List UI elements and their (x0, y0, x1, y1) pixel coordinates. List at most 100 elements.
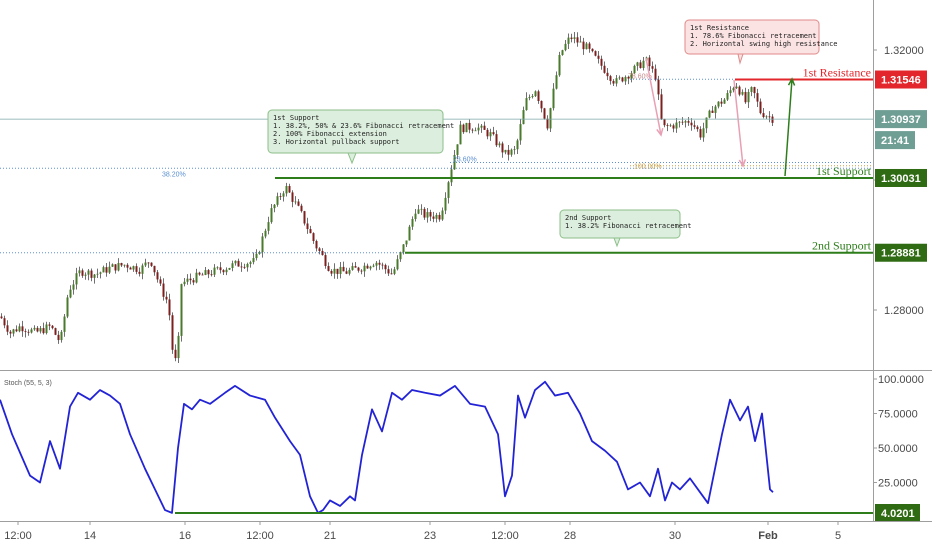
candle (411, 216, 414, 230)
candle-body (639, 62, 642, 69)
candle-body (654, 68, 657, 80)
candle-body (453, 154, 456, 170)
candle-body (312, 233, 315, 242)
candle-body (207, 270, 210, 275)
candle-body (27, 331, 30, 333)
candle (627, 75, 630, 85)
candle (447, 180, 450, 204)
candle (297, 198, 300, 207)
pink-arrow-2 (733, 79, 747, 168)
candle-body (543, 108, 546, 119)
candle-body (669, 125, 672, 127)
candle (762, 108, 765, 119)
candle (483, 121, 486, 130)
candle (621, 76, 624, 83)
candle (390, 268, 393, 275)
candle-body (561, 50, 564, 56)
candle (195, 268, 198, 284)
candle (654, 64, 657, 82)
candle-body (105, 267, 108, 273)
candle-body (180, 284, 183, 336)
current-price-tag-bg (875, 110, 927, 129)
candle-body (198, 272, 201, 275)
candle-body (309, 229, 312, 234)
candle-body (738, 86, 741, 95)
candle-body (771, 116, 774, 123)
candle-body (657, 79, 660, 95)
candle (726, 90, 729, 102)
candle (324, 252, 327, 269)
candle (354, 261, 357, 268)
candle (171, 312, 174, 354)
candle (522, 106, 525, 125)
candle-body (582, 41, 585, 50)
candle (750, 86, 753, 97)
candle (552, 83, 555, 111)
candle-body (498, 143, 501, 146)
candle (165, 291, 168, 304)
candle-body (303, 211, 306, 224)
support1-price-tag-bg (875, 168, 927, 187)
candle (9, 330, 12, 339)
candle (228, 267, 231, 271)
countdown-tag: 21:41 (875, 131, 915, 150)
candle-body (168, 299, 171, 316)
candle-body (402, 244, 405, 253)
candle-body (231, 263, 234, 268)
stoch-level-tag: 4.0201 (875, 504, 920, 521)
candle (234, 260, 237, 266)
candle (672, 123, 675, 133)
candle-body (441, 210, 444, 220)
candle (489, 128, 492, 141)
candle-body (579, 41, 582, 43)
candle (576, 32, 579, 47)
stochastic-pane: Stoch (55, 5, 3) (0, 380, 873, 514)
candle (384, 263, 387, 274)
candle-body (522, 110, 525, 125)
candle-body (648, 57, 651, 67)
candle (378, 259, 381, 270)
candle (111, 263, 114, 267)
candle-body (252, 258, 255, 263)
candle-body (714, 106, 717, 113)
candle (168, 293, 171, 321)
candle (570, 33, 573, 43)
candle (291, 190, 294, 208)
candle-body (405, 240, 408, 245)
candle (300, 203, 303, 213)
candle (45, 321, 48, 335)
candle (669, 123, 672, 127)
stoch-tick-label: 100.0000 (878, 374, 924, 386)
candle-body (144, 262, 147, 266)
candle-body (687, 121, 690, 123)
resistance-price-tag: 1.31546 (875, 70, 927, 89)
resistance-note-line: 1st Resistance (690, 24, 749, 32)
time-axis[interactable]: 12:00 14 16 12:00 21 23 12:00 28 30 Feb 5 (4, 521, 841, 542)
candle-body (597, 55, 600, 59)
candle (363, 262, 366, 277)
candle-body (177, 335, 180, 359)
candle (639, 59, 642, 69)
candle (303, 210, 306, 226)
candle (6, 320, 9, 336)
time-tick-label: 28 (564, 530, 576, 542)
time-tick-label: 14 (84, 530, 96, 542)
candle-body (381, 264, 384, 266)
candle (606, 68, 609, 81)
time-tick-label: Feb (758, 530, 778, 542)
candle-body (261, 236, 264, 253)
candle (273, 204, 276, 213)
candle (432, 211, 435, 223)
candle-body (150, 262, 153, 266)
price-axis[interactable]: 1.320001.300001.28000100.000075.000050.0… (873, 45, 927, 521)
candle-body (435, 214, 438, 219)
candle (444, 192, 447, 215)
candle-body (606, 72, 609, 77)
candle-body (279, 196, 282, 197)
candle-body (528, 97, 531, 99)
candle-body (537, 91, 540, 101)
candle-body (36, 327, 39, 332)
candle-body (705, 117, 708, 129)
candle-body (285, 186, 288, 194)
